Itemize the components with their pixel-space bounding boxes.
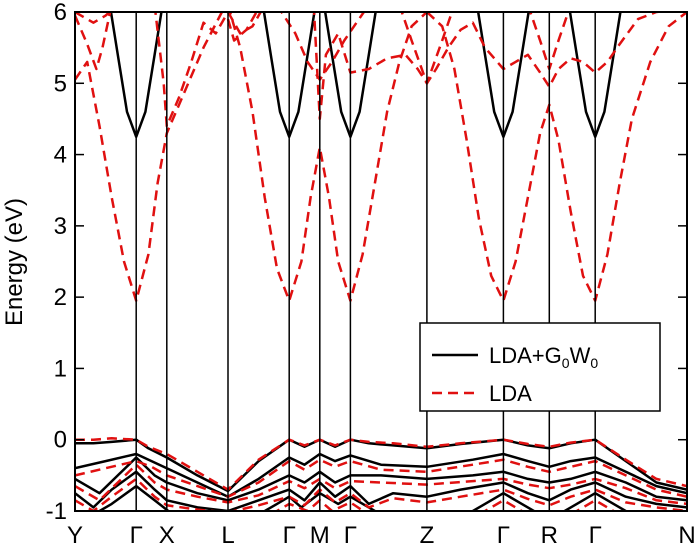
x-tick-label-1: Γ xyxy=(130,522,143,547)
legend-label-lda-g0w0: LDA+G0W0 xyxy=(489,343,598,371)
y-axis-title: Energy (eV) xyxy=(1,198,28,326)
x-tick-label-4: Γ xyxy=(283,522,296,547)
x-tick-label-8: Γ xyxy=(497,522,510,547)
x-tick-label-10: Γ xyxy=(589,522,602,547)
band-lda-valence-27 xyxy=(75,463,687,506)
x-tick-label-5: M xyxy=(310,522,330,547)
y-tick-label-4: 2 xyxy=(54,284,67,311)
x-tick-label-2: X xyxy=(159,522,175,547)
y-ticks: 6 5 4 3 2 1 0 -1 xyxy=(46,0,687,525)
band-lda-conduction-12 xyxy=(226,12,258,42)
x-tick-label-6: Γ xyxy=(344,522,357,547)
band-lda-conduction-9 xyxy=(75,12,112,71)
y-tick-label-0: 6 xyxy=(54,0,67,26)
legend-label-part-0-1: 0 xyxy=(562,355,570,371)
band-lda-g0w0-valence-19 xyxy=(75,456,687,502)
x-tick-label-7: Z xyxy=(420,522,435,547)
x-tick-label-3: L xyxy=(221,522,234,547)
high-symmetry-lines xyxy=(135,12,596,511)
legend-label-part-0-3: 0 xyxy=(590,355,598,371)
y-tick-label-2: 4 xyxy=(54,142,67,169)
legend-box xyxy=(419,322,661,412)
y-tick-label-1: 5 xyxy=(54,70,67,97)
plot-frame xyxy=(74,11,688,512)
band-lda-g0w0-valence-18 xyxy=(75,452,687,498)
legend-label-part-1-0: LDA xyxy=(489,381,532,406)
x-tick-label-9: R xyxy=(541,522,558,547)
band-lda-conduction-7 xyxy=(426,12,687,302)
y-tick-label-7: -1 xyxy=(46,498,67,525)
band-lda-conduction-11 xyxy=(226,12,263,35)
band-lda-valence-30 xyxy=(482,499,525,511)
band-lda-conduction-10 xyxy=(154,12,230,128)
y-tick-label-6: 0 xyxy=(54,427,67,454)
y-tick-label-3: 3 xyxy=(54,213,67,240)
band-lda-valence-31 xyxy=(574,499,617,511)
band-lda-valence-28 xyxy=(75,477,687,511)
x-tick-label-11: N xyxy=(678,522,695,547)
legend-label-lda: LDA xyxy=(489,381,532,406)
band-lda-conduction-13 xyxy=(280,12,366,81)
legend: LDA+G0W0 LDA xyxy=(419,322,661,412)
band-lda-conduction-5 xyxy=(75,12,224,302)
series-layer xyxy=(75,12,687,511)
y-tick-label-5: 1 xyxy=(54,355,67,382)
legend-label-part-0-0: LDA+G xyxy=(489,343,562,368)
band-lda-conduction-6 xyxy=(228,12,428,302)
legend-label-part-0-2: W xyxy=(570,343,591,368)
band-lda-valence-26 xyxy=(75,458,687,498)
band-lda-g0w0-valence-20 xyxy=(75,470,687,511)
x-tick-label-0: Y xyxy=(67,522,83,547)
band-lda-valence-25 xyxy=(75,437,687,491)
band-lda-conduction-14 xyxy=(312,12,668,121)
